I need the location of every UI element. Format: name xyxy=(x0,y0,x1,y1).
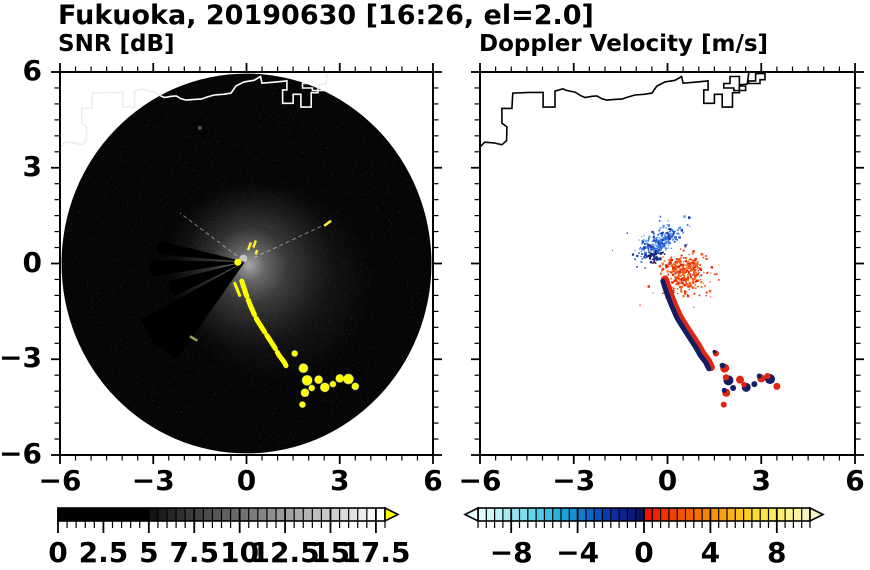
colorbar-tick-label: 5 xyxy=(139,536,159,569)
velocity-blob-accent xyxy=(719,362,726,369)
isolated-point xyxy=(647,285,650,288)
velocity-blob xyxy=(720,401,727,408)
colorbar-tick-label: 0 xyxy=(634,536,654,569)
x-tick-label: −6 xyxy=(38,464,82,497)
colorbar-tick-label: −8 xyxy=(489,536,533,569)
overflow-arrow xyxy=(809,506,825,523)
isolated-point xyxy=(710,266,714,269)
ray-line xyxy=(179,212,238,257)
velocity-plot-area xyxy=(480,72,781,408)
velocity-blob xyxy=(751,381,758,388)
velocity-cluster-blue-sparse xyxy=(612,215,691,261)
x-tick-label: 3 xyxy=(751,464,771,497)
high-snr-blob xyxy=(301,374,313,386)
x-tick-label: −6 xyxy=(458,464,502,497)
x-tick-label: 6 xyxy=(845,464,865,497)
radar-core-spot xyxy=(239,254,248,263)
velocity-streak-fringe xyxy=(661,275,715,372)
velocity-cluster-toward-radar-blue xyxy=(631,215,691,269)
high-snr-blob xyxy=(298,401,306,409)
velocity-blob-accent xyxy=(756,373,762,379)
coastline-island xyxy=(723,75,747,92)
colorbar-tick-label: 8 xyxy=(767,536,787,569)
high-snr-blob xyxy=(351,382,360,391)
high-snr-side-dash xyxy=(233,281,242,297)
center-mark xyxy=(254,249,259,255)
velocity-blob xyxy=(773,382,781,390)
colorbar-tick-label: 2.5 xyxy=(78,536,129,569)
y-tick-label: −6 xyxy=(0,436,42,470)
y-tick-label: 0 xyxy=(22,245,42,279)
coastline-island xyxy=(326,73,345,85)
y-tick-label: −3 xyxy=(0,341,42,375)
center-mark xyxy=(246,242,253,251)
isolated-point xyxy=(686,294,690,298)
colorbar-tick-label: 0 xyxy=(48,536,68,569)
x-tick-label: 0 xyxy=(657,464,678,497)
high-snr-blob xyxy=(319,382,330,393)
x-tick-label: −3 xyxy=(131,464,175,497)
snr-plot-area xyxy=(60,72,432,454)
y-tick-label: 3 xyxy=(22,149,42,183)
velocity-blob-accent xyxy=(722,374,730,381)
x-tick-label: −3 xyxy=(552,464,596,497)
high-snr-blob xyxy=(314,375,324,385)
snr-panel-title: SNR [dB] xyxy=(58,31,175,57)
high-snr-streak xyxy=(239,278,290,372)
velocity-blob-accent xyxy=(712,349,717,354)
high-snr-blob xyxy=(298,363,309,374)
velocity-blob xyxy=(730,384,737,391)
panel-frame xyxy=(471,63,864,464)
colorbar-tick-label: 7.5 xyxy=(169,536,220,569)
velocity-colorbar xyxy=(463,506,825,533)
panel-frame xyxy=(51,63,442,464)
x-tick-label: 0 xyxy=(236,464,257,497)
coastline xyxy=(480,72,750,149)
velocity-blob-accent xyxy=(721,387,727,393)
beam-shadow-wedge xyxy=(155,240,245,262)
velocity-blob-accent xyxy=(741,381,747,388)
center-mark xyxy=(323,219,332,227)
coastline-island xyxy=(748,72,766,85)
colorbar-tick-label: 15 xyxy=(311,536,350,569)
velocity-blob xyxy=(736,375,744,384)
disc-content xyxy=(61,73,375,409)
high-snr-blob xyxy=(329,380,337,388)
high-snr-blob xyxy=(300,388,310,398)
colorbar-tick-label: 17.5 xyxy=(341,536,411,569)
underflow-arrow xyxy=(463,506,479,523)
colorbar-tick-label: 12.5 xyxy=(250,536,320,569)
velocity-panel-title: Doppler Velocity [m/s] xyxy=(479,31,769,57)
velocity-streak-core xyxy=(660,278,712,372)
beam-shadow-wedge xyxy=(140,261,245,360)
x-tick-label: 6 xyxy=(423,464,443,497)
beam-shadow-wedge xyxy=(169,261,245,297)
colorbar-tick-label: 10 xyxy=(220,536,260,569)
x-tick-label: 3 xyxy=(330,464,350,497)
dim-dash xyxy=(189,335,199,342)
y-tick-label: 6 xyxy=(22,53,42,87)
high-snr-blob xyxy=(342,373,354,385)
colorbar-tick-label: 4 xyxy=(700,536,721,569)
figure-title: Fukuoka, 20190630 [16:26, el=2.0] xyxy=(58,0,594,31)
snr-colorbar xyxy=(57,506,400,533)
colorbar-tick-label: −4 xyxy=(556,536,600,569)
faint-dot xyxy=(197,125,202,130)
high-snr-blob xyxy=(335,373,345,383)
high-snr-blob xyxy=(291,350,299,358)
center-echo-blob xyxy=(234,258,242,266)
high-snr-blob xyxy=(308,384,316,392)
beam-shadow-wedge xyxy=(148,260,245,277)
overflow-arrow xyxy=(384,506,400,523)
velocity-cluster-navy-specks xyxy=(645,251,666,264)
center-mark xyxy=(252,240,258,248)
velocity-blob-accent xyxy=(764,372,771,380)
